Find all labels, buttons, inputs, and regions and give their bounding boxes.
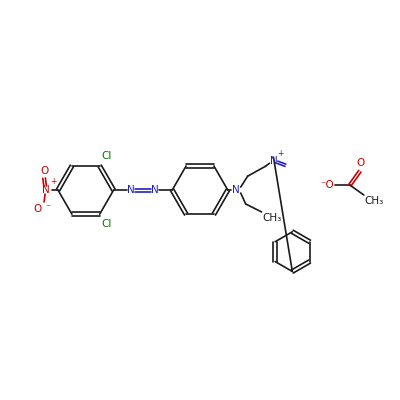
Text: N: N — [42, 185, 50, 195]
Text: Cl: Cl — [102, 151, 112, 161]
Text: O: O — [357, 158, 365, 168]
Text: CH₃: CH₃ — [262, 213, 282, 223]
Text: N: N — [232, 185, 240, 195]
Text: +: + — [278, 149, 284, 158]
Text: ⁻: ⁻ — [45, 203, 50, 213]
Text: O: O — [40, 166, 48, 176]
Text: +: + — [50, 177, 56, 186]
Text: N: N — [151, 185, 158, 195]
Text: N: N — [270, 156, 277, 166]
Text: Cl: Cl — [102, 219, 112, 229]
Text: CH₃: CH₃ — [365, 196, 384, 206]
Text: N: N — [127, 185, 135, 195]
Text: O: O — [34, 204, 42, 214]
Text: ⁻O: ⁻O — [320, 180, 334, 190]
